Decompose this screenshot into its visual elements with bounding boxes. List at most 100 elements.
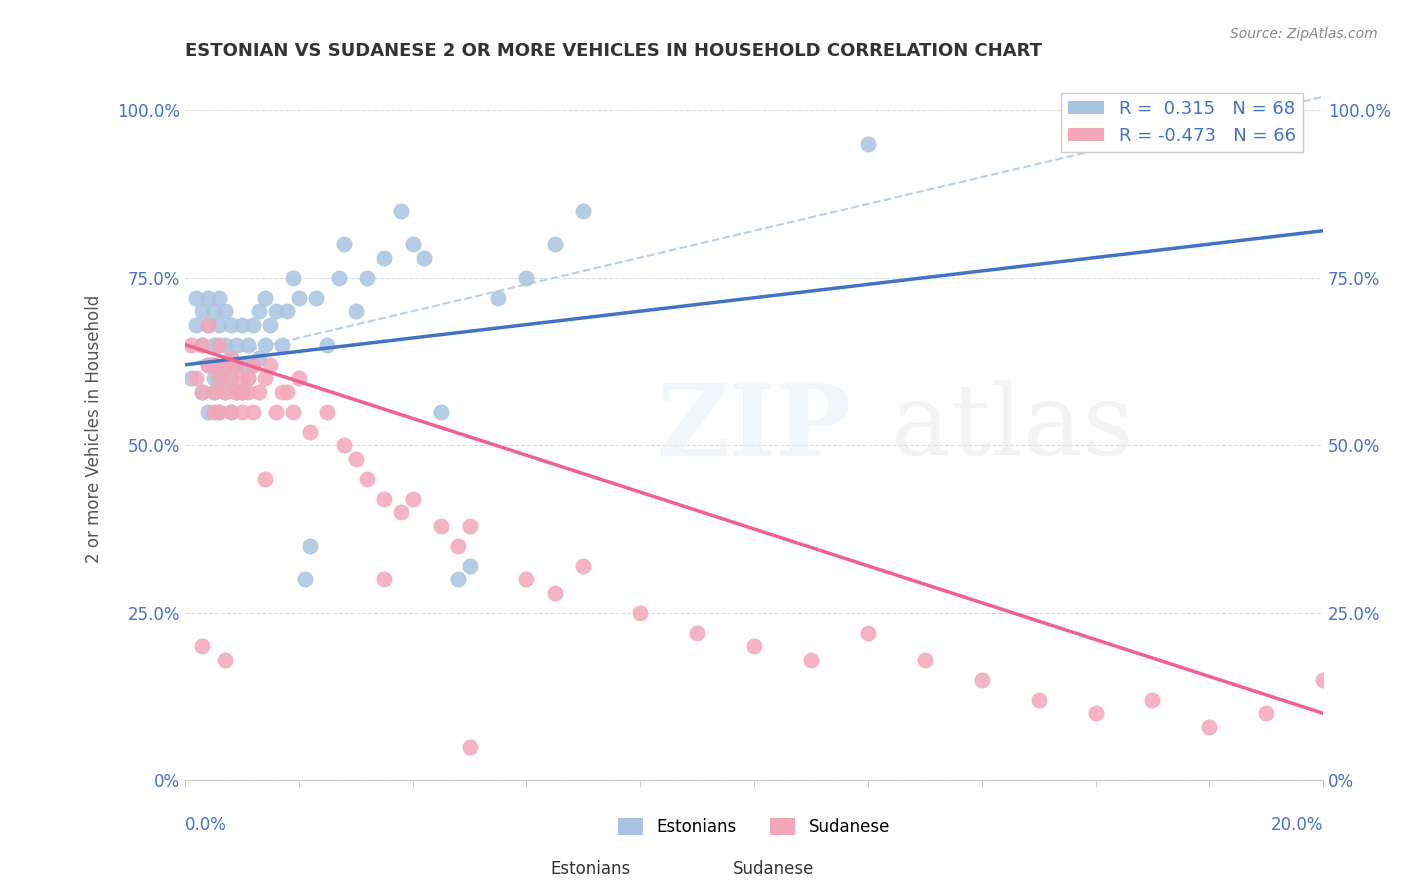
Point (544, 585, 567, 599)
Point (1142, 693, 1164, 707)
Point (800, 653, 823, 667)
Point (236, 371, 259, 385)
Point (197, 318, 219, 332)
Point (197, 318, 219, 332)
Point (402, 237, 425, 252)
Point (202, 304, 225, 318)
Point (288, 371, 311, 385)
Point (231, 358, 253, 372)
Point (225, 337, 247, 351)
Point (447, 539, 470, 553)
Point (299, 425, 322, 439)
Point (191, 337, 214, 351)
Text: atlas: atlas (890, 381, 1133, 476)
Point (231, 405, 253, 419)
Point (316, 337, 339, 351)
Text: ESTONIAN VS SUDANESE 2 OR MORE VEHICLES IN HOUSEHOLD CORRELATION CHART: ESTONIAN VS SUDANESE 2 OR MORE VEHICLES … (186, 42, 1042, 60)
Point (356, 270, 378, 285)
Point (344, 451, 367, 466)
Point (191, 337, 214, 351)
Point (294, 572, 316, 586)
Text: 0.0%: 0.0% (186, 815, 226, 834)
Point (447, 572, 470, 586)
Point (1028, 693, 1050, 707)
Point (283, 405, 305, 419)
Text: ZIP: ZIP (657, 380, 852, 477)
Point (628, 606, 651, 620)
Text: Sudanese: Sudanese (733, 860, 814, 878)
Point (236, 384, 259, 399)
Point (259, 358, 281, 372)
Point (430, 405, 453, 419)
Point (856, 625, 879, 640)
Point (264, 304, 287, 318)
Point (236, 337, 259, 351)
Point (214, 384, 236, 399)
Text: Source: ZipAtlas.com: Source: ZipAtlas.com (1230, 27, 1378, 41)
Point (202, 384, 225, 399)
Point (231, 384, 253, 399)
Point (247, 351, 270, 365)
Point (270, 337, 292, 351)
Y-axis label: 2 or more Vehicles in Household: 2 or more Vehicles in Household (86, 294, 103, 563)
Point (1084, 706, 1107, 721)
Point (186, 371, 208, 385)
Point (219, 405, 242, 419)
Point (202, 358, 225, 372)
Point (259, 318, 281, 332)
Point (219, 405, 242, 419)
Point (202, 337, 225, 351)
Point (389, 203, 412, 218)
Point (208, 337, 231, 351)
Point (180, 337, 202, 351)
Point (225, 358, 247, 372)
Point (572, 558, 595, 573)
Point (276, 384, 298, 399)
Point (219, 371, 242, 385)
Point (515, 572, 537, 586)
Point (328, 270, 350, 285)
Point (219, 351, 242, 365)
Point (544, 237, 567, 252)
Point (208, 371, 231, 385)
Point (191, 640, 214, 654)
Point (197, 358, 219, 372)
Point (214, 384, 236, 399)
Point (458, 518, 481, 533)
Point (264, 405, 287, 419)
Point (214, 358, 236, 372)
Point (191, 384, 214, 399)
Point (219, 318, 242, 332)
Point (208, 337, 231, 351)
Point (373, 251, 395, 265)
Point (208, 371, 231, 385)
Point (191, 384, 214, 399)
Point (253, 291, 276, 305)
Point (242, 405, 264, 419)
Point (242, 318, 264, 332)
Point (197, 358, 219, 372)
Point (202, 371, 225, 385)
Point (202, 405, 225, 419)
Point (1198, 720, 1220, 734)
Point (186, 291, 208, 305)
Point (389, 505, 412, 519)
Point (856, 136, 879, 151)
Point (253, 337, 276, 351)
Point (214, 653, 236, 667)
Point (180, 371, 202, 385)
Point (305, 291, 328, 305)
Point (572, 203, 595, 218)
Point (686, 625, 709, 640)
Point (214, 304, 236, 318)
Point (202, 384, 225, 399)
Point (344, 304, 367, 318)
Point (333, 237, 356, 252)
Point (231, 384, 253, 399)
Point (231, 318, 253, 332)
Point (458, 558, 481, 573)
Point (219, 351, 242, 365)
Point (236, 371, 259, 385)
Point (402, 491, 425, 506)
Point (225, 384, 247, 399)
